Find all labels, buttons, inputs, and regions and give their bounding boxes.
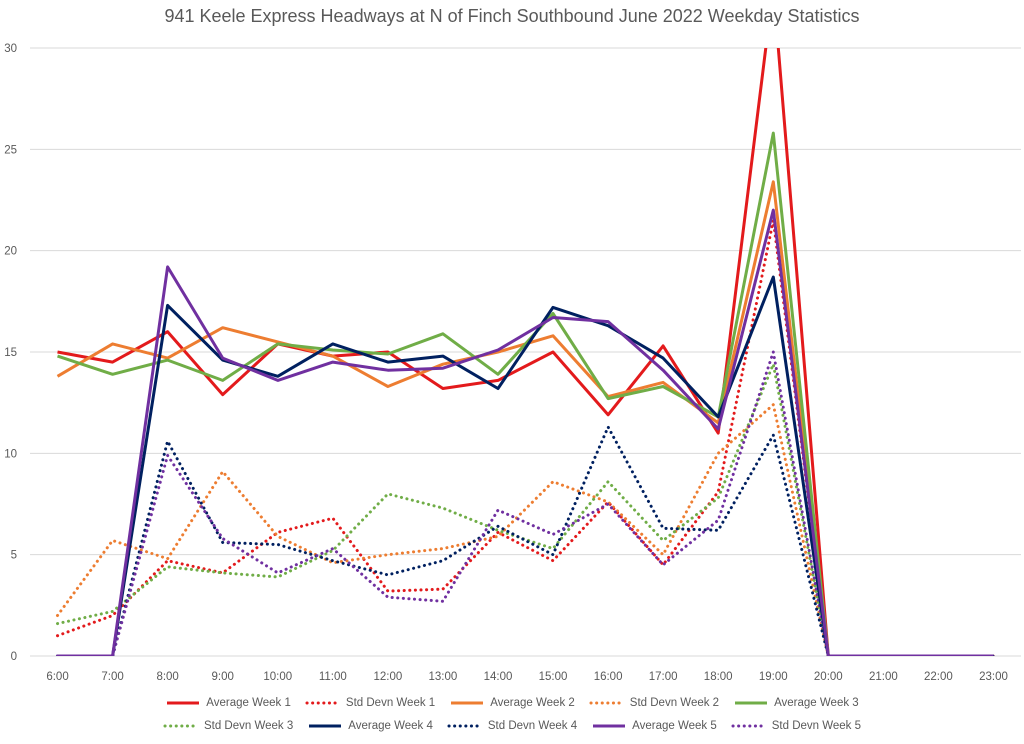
legend-item: Average Week 5 <box>591 720 717 732</box>
legend-item: Std Devn Week 2 <box>589 697 719 709</box>
x-tick-label: 6:00 <box>46 671 68 683</box>
legend-swatch <box>731 724 767 728</box>
x-tick-label: 17:00 <box>649 671 678 683</box>
legend-label: Average Week 2 <box>490 697 575 709</box>
legend-swatch <box>163 724 199 728</box>
y-tick-label: 15 <box>4 347 17 359</box>
legend-swatch <box>735 701 768 705</box>
legend-swatch <box>451 701 484 705</box>
y-tick-label: 5 <box>11 550 17 562</box>
legend-swatch <box>593 724 626 728</box>
y-axis-ticks: 0 5 10 15 20 25 30 <box>4 43 17 663</box>
legend-item: Std Devn Week 4 <box>447 720 577 732</box>
y-tick-label: 0 <box>11 651 17 663</box>
legend-row: Average Week 1 Std Devn Week 1 Average Wee… <box>0 694 1024 712</box>
series-line-average-week-4 <box>57 275 994 656</box>
x-tick-label: 8:00 <box>156 671 178 683</box>
x-tick-label: 22:00 <box>924 671 953 683</box>
legend-item: Average Week 3 <box>733 697 859 709</box>
legend-item: Average Week 1 <box>165 697 291 709</box>
series-line-average-week-1 <box>57 48 994 656</box>
x-tick-label: 15:00 <box>539 671 568 683</box>
series-line-std-devn-week-4 <box>56 425 995 656</box>
chart-title: 941 Keele Express Headways at N of Finch… <box>164 6 860 26</box>
x-tick-label: 11:00 <box>319 671 347 683</box>
series-line-average-week-5 <box>57 208 994 656</box>
x-tick-label: 12:00 <box>373 671 402 683</box>
x-tick-label: 18:00 <box>704 671 733 683</box>
legend-label: Std Devn Week 4 <box>487 720 578 732</box>
legend-label: Average Week 4 <box>348 720 433 732</box>
legend-label: Std Devn Week 2 <box>629 697 720 709</box>
legend-item: Std Devn Week 3 <box>163 720 293 732</box>
x-tick-label: 14:00 <box>484 671 513 683</box>
y-tick-label: 30 <box>4 43 17 55</box>
x-tick-label: 7:00 <box>101 671 123 683</box>
line-chart: 0 5 10 15 20 25 30 6:00 7:00 8:00 9:00 10:00 11:00 1… <box>4 43 1021 683</box>
legend-swatch <box>309 724 342 728</box>
x-tick-label: 9:00 <box>211 671 233 683</box>
legend-swatch <box>167 701 200 705</box>
series-line-std-devn-week-1 <box>56 218 995 656</box>
y-tick-label: 10 <box>4 448 17 460</box>
legend-label: Std Devn Week 5 <box>771 720 862 732</box>
y-tick-label: 20 <box>4 246 17 258</box>
legend-label: Std Devn Week 3 <box>203 720 294 732</box>
legend-label: Average Week 3 <box>774 697 859 709</box>
legend-swatch <box>305 701 341 705</box>
x-tick-label: 21:00 <box>869 671 898 683</box>
series-line-std-devn-week-3 <box>56 362 995 656</box>
series-line-std-devn-week-2 <box>56 403 995 656</box>
legend-swatch <box>447 724 483 728</box>
x-tick-label: 23:00 <box>979 671 1008 683</box>
x-tick-label: 20:00 <box>814 671 843 683</box>
series-line-average-week-3 <box>57 131 994 656</box>
legend-item: Std Devn Week 1 <box>305 697 435 709</box>
series-line-average-week-2 <box>56 180 994 656</box>
y-tick-label: 25 <box>4 144 17 156</box>
legend-swatch <box>589 701 625 705</box>
legend-item: Std Devn Week 5 <box>731 720 861 732</box>
x-tick-label: 16:00 <box>594 671 623 683</box>
legend-label: Average Week 5 <box>632 720 717 732</box>
x-tick-label: 19:00 <box>759 671 788 683</box>
series-lines <box>56 48 995 656</box>
legend: Average Week 1 Std Devn Week 1 Average Wee… <box>0 694 1024 740</box>
legend-item: Average Week 4 <box>307 720 433 732</box>
legend-row: Std Devn Week 3 Average Week 4 Std Devn We… <box>0 717 1024 735</box>
legend-label: Std Devn Week 1 <box>345 697 436 709</box>
legend-item: Average Week 2 <box>449 697 575 709</box>
x-tick-label: 10:00 <box>263 671 292 683</box>
series-line-std-devn-week-5 <box>56 350 995 656</box>
legend-label: Average Week 1 <box>206 697 291 709</box>
x-axis-ticks: 6:00 7:00 8:00 9:00 10:00 11:00 12:00 13:00 14:0… <box>46 671 1008 683</box>
x-tick-label: 13:00 <box>429 671 458 683</box>
